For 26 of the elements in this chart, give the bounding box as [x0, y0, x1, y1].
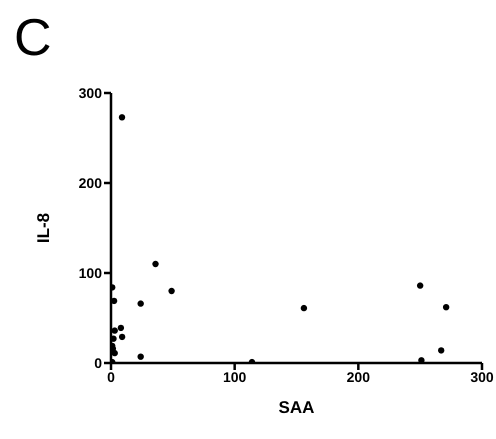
point [137, 354, 144, 360]
point [112, 350, 118, 356]
point [118, 324, 124, 332]
x-tick-label: 200 [346, 368, 370, 385]
y-tick-label: 100 [78, 264, 102, 281]
chart-title: C [14, 8, 52, 68]
point [152, 260, 159, 268]
x-tick-label: 100 [222, 368, 247, 385]
point [442, 304, 450, 310]
y-tick-label: 300 [78, 84, 102, 101]
y-tick-label: 0 [94, 354, 102, 371]
point [118, 334, 126, 340]
x-tick-label: 300 [470, 368, 494, 385]
point [168, 288, 175, 294]
point [416, 282, 424, 289]
y-tick-label: 200 [78, 174, 102, 191]
point [418, 357, 425, 363]
point [438, 347, 444, 354]
y-axis-title: IL-8 [34, 212, 54, 244]
point [111, 298, 118, 304]
x-axis-title: SAA [278, 398, 314, 417]
point [300, 304, 308, 312]
point [112, 327, 118, 334]
point [137, 300, 144, 307]
point [118, 114, 126, 120]
x-tick-label: 0 [107, 368, 116, 385]
